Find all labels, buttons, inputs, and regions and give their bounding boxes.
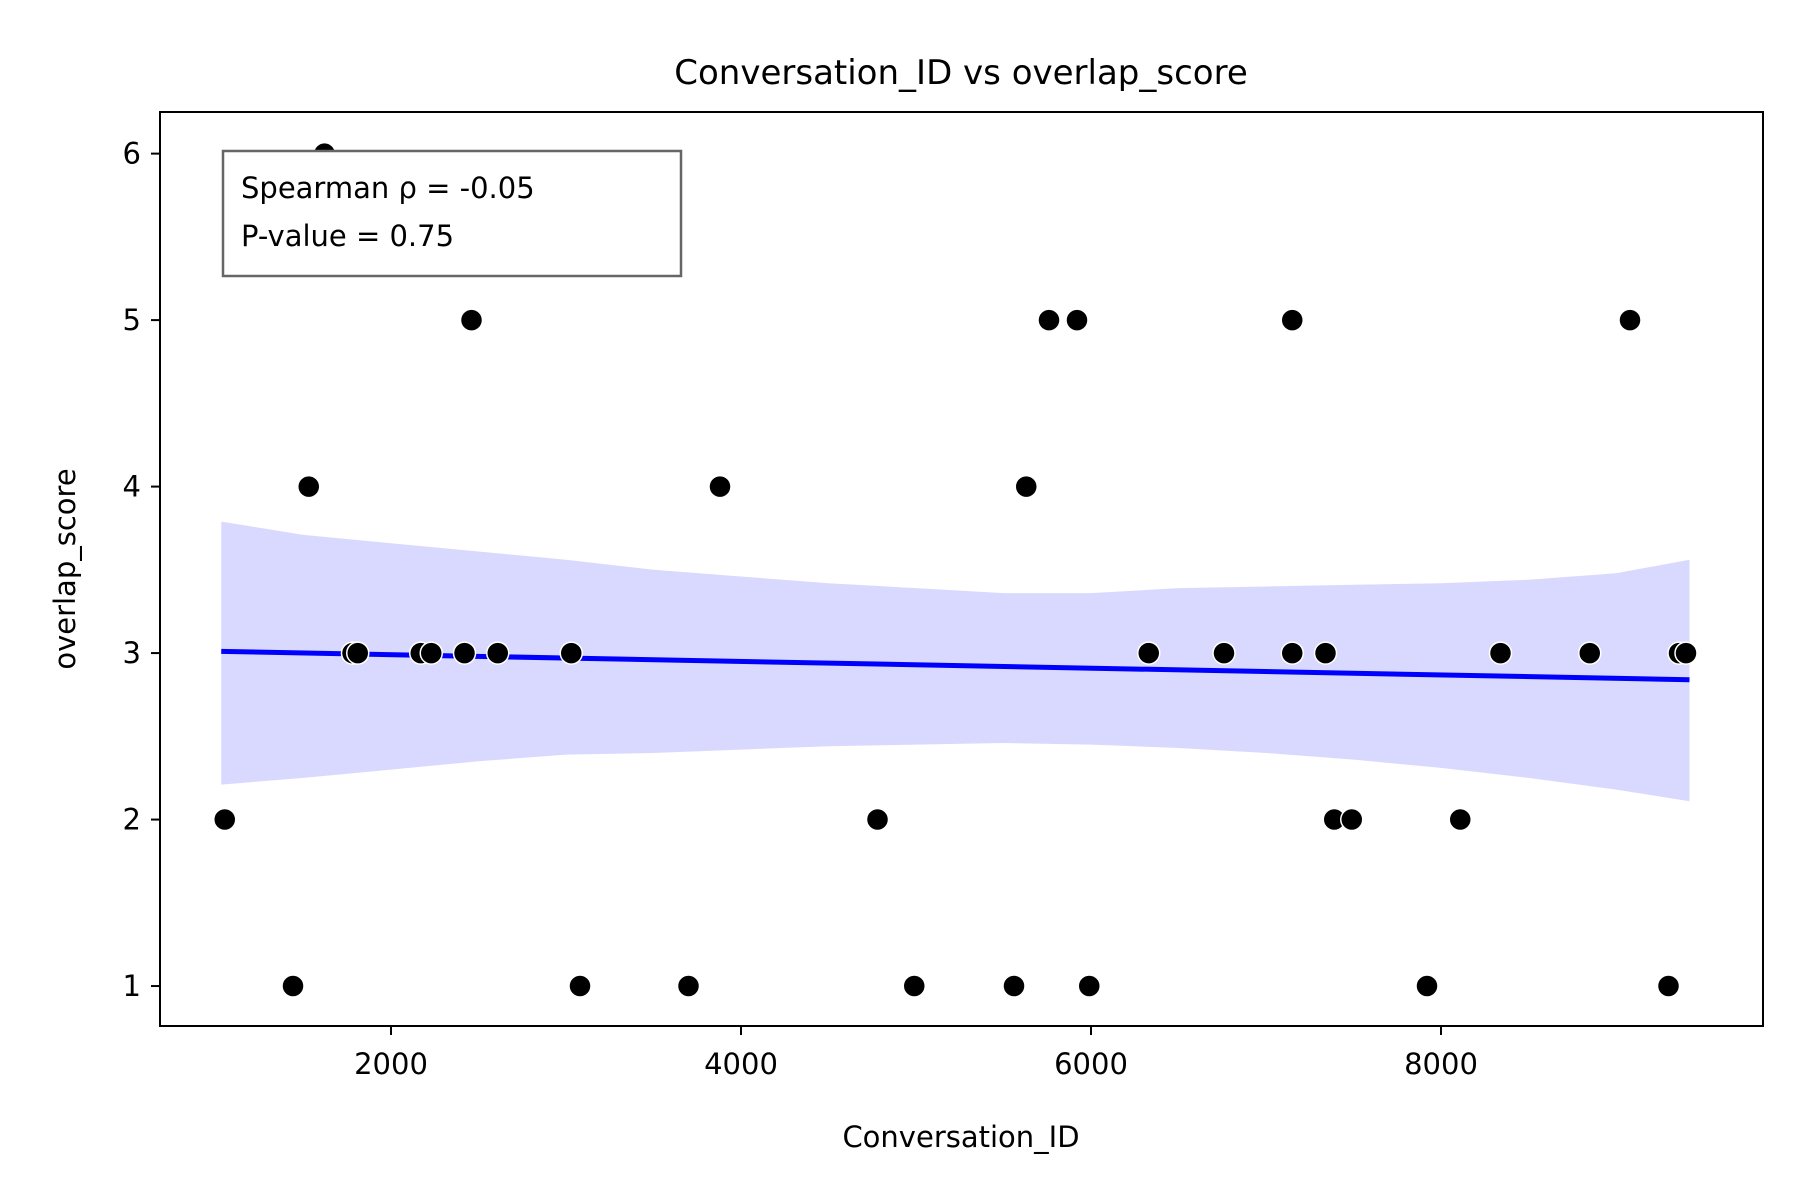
data-point (459, 308, 484, 332)
x-tick-label: 2000 (354, 1047, 428, 1081)
data-point (1037, 308, 1061, 332)
data-point (1488, 641, 1513, 665)
data-point (676, 974, 701, 998)
x-ticks: 2000 4000 6000 8000 (354, 1026, 1478, 1081)
stats-spearman: Spearman ρ = -0.05 (241, 171, 535, 205)
x-axis-label: Conversation_ID (842, 1120, 1079, 1154)
y-axis-label: overlap_score (48, 468, 82, 669)
data-point (1280, 308, 1304, 332)
data-point (708, 474, 732, 499)
data-point (281, 974, 305, 998)
data-point (452, 641, 477, 665)
y-tick-label: 3 (123, 636, 141, 670)
data-point (1618, 308, 1642, 332)
data-point (213, 807, 237, 832)
data-point (1656, 974, 1681, 998)
y-tick-label: 5 (123, 303, 141, 337)
plot-frame (159, 111, 1764, 1027)
y-ticks: 1 2 3 4 5 6 (123, 137, 160, 1003)
y-tick-label: 6 (123, 137, 141, 171)
data-point (297, 474, 321, 499)
data-point (1313, 641, 1338, 665)
data-point (1077, 974, 1101, 998)
data-point (902, 974, 926, 998)
data-point (1448, 807, 1472, 832)
data-point (1065, 308, 1089, 332)
data-point (419, 641, 443, 665)
data-point (1674, 641, 1698, 665)
confidence-band (221, 521, 1690, 802)
data-point (486, 641, 510, 665)
y-tick-label: 4 (123, 470, 141, 504)
data-point (1280, 641, 1304, 665)
stats-pvalue: P-value = 0.75 (241, 219, 454, 253)
x-tick-label: 6000 (1054, 1047, 1128, 1081)
data-point (1014, 474, 1038, 499)
data-point (346, 641, 370, 665)
stats-box: Spearman ρ = -0.05 P-value = 0.75 (221, 149, 683, 278)
data-point (1340, 807, 1364, 832)
x-tick-label: 8000 (1404, 1047, 1478, 1081)
data-point (865, 807, 890, 832)
chart-title: Conversation_ID vs overlap_score (674, 53, 1247, 93)
data-point (559, 641, 583, 665)
y-tick-label: 1 (123, 969, 141, 1003)
confidence-band-layer (221, 521, 1690, 802)
data-point (1212, 641, 1236, 665)
data-point (1415, 974, 1439, 998)
x-tick-label: 4000 (704, 1047, 778, 1081)
y-tick-label: 2 (123, 803, 141, 837)
data-point (1578, 641, 1602, 665)
data-point (1002, 974, 1026, 998)
data-point (1137, 641, 1161, 665)
data-point (568, 974, 592, 998)
stats-box-frame (221, 149, 683, 278)
